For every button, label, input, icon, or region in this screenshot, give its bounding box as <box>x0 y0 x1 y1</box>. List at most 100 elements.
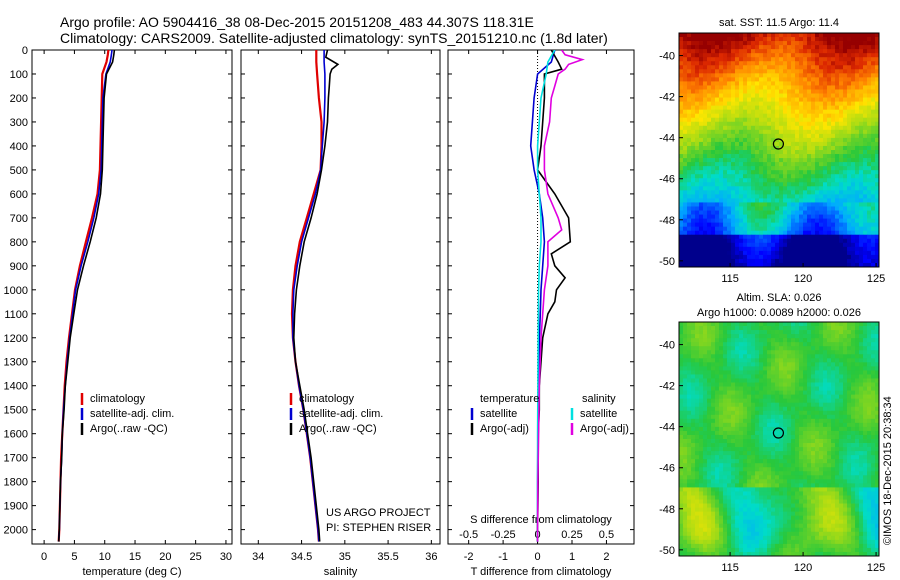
map-cell <box>679 85 684 90</box>
map-cell <box>867 350 872 355</box>
map-cell <box>707 174 712 179</box>
map-cell <box>823 330 828 335</box>
map-cell <box>699 85 704 90</box>
map-cell <box>791 418 796 424</box>
map-cell <box>855 242 860 248</box>
map-cell <box>787 186 792 191</box>
map-cell <box>811 242 816 248</box>
map-cell <box>859 117 864 123</box>
map-cell <box>771 33 776 38</box>
map-cell <box>695 398 700 404</box>
map-cell <box>735 93 740 98</box>
map-cell <box>759 198 764 203</box>
map-cell <box>691 258 696 264</box>
map-cell <box>695 350 700 355</box>
map-cell <box>715 125 720 131</box>
map-cell <box>803 77 808 82</box>
map-cell <box>679 93 684 98</box>
map-cell <box>747 250 752 256</box>
map-cell <box>855 447 860 452</box>
map-cell <box>759 410 764 416</box>
map-cell <box>851 443 856 448</box>
map-cell <box>855 402 860 408</box>
map-cell <box>763 342 768 347</box>
map-cell <box>731 338 736 343</box>
map-cell <box>691 194 696 199</box>
map-cell <box>871 190 876 195</box>
map-cell <box>823 378 828 383</box>
map-cell <box>799 338 804 343</box>
map-cell <box>835 137 840 143</box>
map-cell <box>827 49 832 54</box>
map-cell <box>835 57 840 62</box>
map-cell <box>855 198 860 203</box>
map-cell <box>815 137 820 143</box>
map-cell <box>691 190 696 195</box>
map-cell <box>755 406 760 412</box>
map-cell <box>783 434 788 440</box>
map-cell <box>755 463 760 468</box>
map-cell <box>687 97 692 102</box>
map-cell <box>875 246 879 252</box>
map-cell <box>767 354 772 359</box>
map-cell <box>683 434 688 440</box>
map-cell <box>767 77 772 82</box>
map-cell <box>863 214 868 219</box>
map-cell <box>715 334 720 339</box>
map-cell <box>851 89 856 94</box>
map-cell <box>743 430 748 436</box>
map-cell <box>683 398 688 404</box>
map-cell <box>767 170 772 175</box>
map-cell <box>695 129 700 135</box>
map-cell <box>711 53 716 58</box>
map-cell <box>807 430 812 436</box>
map-cell <box>803 206 808 211</box>
map-cell <box>847 342 852 347</box>
map-cell <box>771 234 776 240</box>
map-cell <box>859 133 864 139</box>
map-cell <box>707 426 712 432</box>
map-cell <box>831 346 836 351</box>
map-cell <box>819 113 824 119</box>
map-cell <box>679 234 684 240</box>
map-cell <box>863 194 868 199</box>
map-cell <box>751 202 756 207</box>
map-cell <box>855 222 860 228</box>
map-cell <box>679 198 684 203</box>
map-cell <box>803 150 808 155</box>
map-cell <box>759 430 764 436</box>
map-cell <box>707 214 712 219</box>
map-cell <box>815 234 820 240</box>
map-cell <box>811 174 816 179</box>
map-cell <box>759 246 764 252</box>
map-cell <box>875 133 879 139</box>
map-cell <box>691 414 696 420</box>
map-cell <box>815 242 820 248</box>
map-cell <box>811 394 816 400</box>
map-cell <box>859 459 864 464</box>
map-cell <box>755 374 760 379</box>
map-cell <box>719 394 724 400</box>
map-cell <box>791 358 796 363</box>
map-cell <box>751 150 756 155</box>
map-cell <box>679 418 684 424</box>
map-cell <box>743 422 748 428</box>
map-cell <box>747 105 752 111</box>
map-cell <box>795 226 800 232</box>
map-cell <box>859 342 864 347</box>
map-cell <box>823 109 828 115</box>
map-cell <box>835 338 840 343</box>
map-cell <box>751 45 756 50</box>
map-cell <box>759 362 764 367</box>
map-cell <box>811 194 816 199</box>
map-cell <box>755 53 760 58</box>
map-cell <box>751 455 756 460</box>
map-cell <box>695 150 700 155</box>
map-cell <box>867 326 872 331</box>
map-cell <box>843 414 848 420</box>
map-cell <box>715 174 720 179</box>
map-cell <box>795 422 800 428</box>
map-cell <box>679 326 684 331</box>
map-cell <box>875 451 879 456</box>
x-tick-label: 2 <box>603 551 609 563</box>
